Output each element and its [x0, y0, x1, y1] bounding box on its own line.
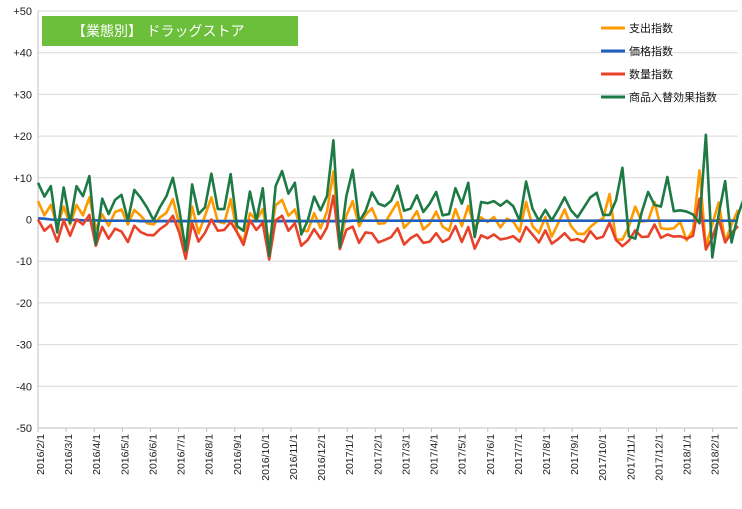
y-tick-label: +20 — [13, 131, 32, 143]
x-tick-label: 2016/3/1 — [63, 434, 75, 475]
y-tick-label: -50 — [16, 423, 32, 435]
y-tick-label: +30 — [13, 89, 32, 101]
series-lines — [36, 133, 742, 261]
x-tick-label: 2017/11/1 — [625, 434, 637, 480]
x-tick-label: 2017/10/1 — [597, 434, 609, 481]
x-tick-label: 2016/12/1 — [316, 434, 328, 481]
x-tick-label: 2016/2/1 — [35, 434, 47, 475]
x-tick-label: 2018/1/1 — [682, 434, 694, 475]
legend-label: 商品入替効果指数 — [629, 90, 717, 104]
y-tick-label: +50 — [13, 6, 32, 18]
x-tick-label: 2017/2/1 — [372, 434, 384, 475]
chart-title: 【業態別】 ドラッグストア — [72, 24, 244, 40]
x-tick-label: 2016/7/1 — [176, 434, 188, 475]
chart-title-box: 【業態別】 ドラッグストア — [42, 16, 298, 46]
y-tick-label: +10 — [13, 173, 32, 185]
y-tick-label: -20 — [16, 298, 32, 310]
x-tick-label: 2016/11/1 — [288, 434, 300, 480]
series-line-2 — [37, 216, 738, 223]
x-tick-label: 2016/5/1 — [119, 434, 131, 475]
legend-label: 価格指数 — [629, 44, 673, 58]
x-tick-label: 2017/9/1 — [569, 434, 581, 475]
y-tick-label: +40 — [13, 48, 32, 60]
series-line-3 — [36, 194, 739, 261]
legend-label: 支出指数 — [629, 21, 673, 35]
x-tick-label: 2017/12/1 — [653, 434, 665, 481]
series-line-4 — [36, 133, 742, 259]
y-tick-label: 0 — [26, 215, 32, 227]
x-tick-label: 2016/9/1 — [232, 434, 244, 475]
y-tick-label: -30 — [16, 340, 32, 352]
legend-label: 数量指数 — [629, 67, 673, 81]
x-tick-label: 2016/8/1 — [204, 434, 216, 475]
series-line-1 — [36, 168, 740, 249]
x-tick-label: 2017/8/1 — [541, 434, 553, 475]
x-tick-label: 2017/3/1 — [400, 434, 412, 475]
x-tick-label: 2017/1/1 — [344, 434, 356, 475]
x-tick-label: 2018/2/1 — [710, 434, 722, 475]
x-tick-label: 2016/6/1 — [147, 434, 159, 475]
x-tick-label: 2017/7/1 — [513, 434, 525, 475]
x-tick-label: 2016/10/1 — [260, 434, 272, 481]
x-tick-label: 2016/4/1 — [91, 434, 103, 475]
x-tick-label: 2017/5/1 — [457, 434, 469, 475]
y-tick-label: -40 — [16, 381, 32, 393]
x-tick-label: 2017/6/1 — [485, 434, 497, 475]
chart-title-background — [42, 16, 298, 46]
y-tick-label: -10 — [16, 256, 32, 268]
x-tick-label: 2017/4/1 — [429, 434, 441, 475]
